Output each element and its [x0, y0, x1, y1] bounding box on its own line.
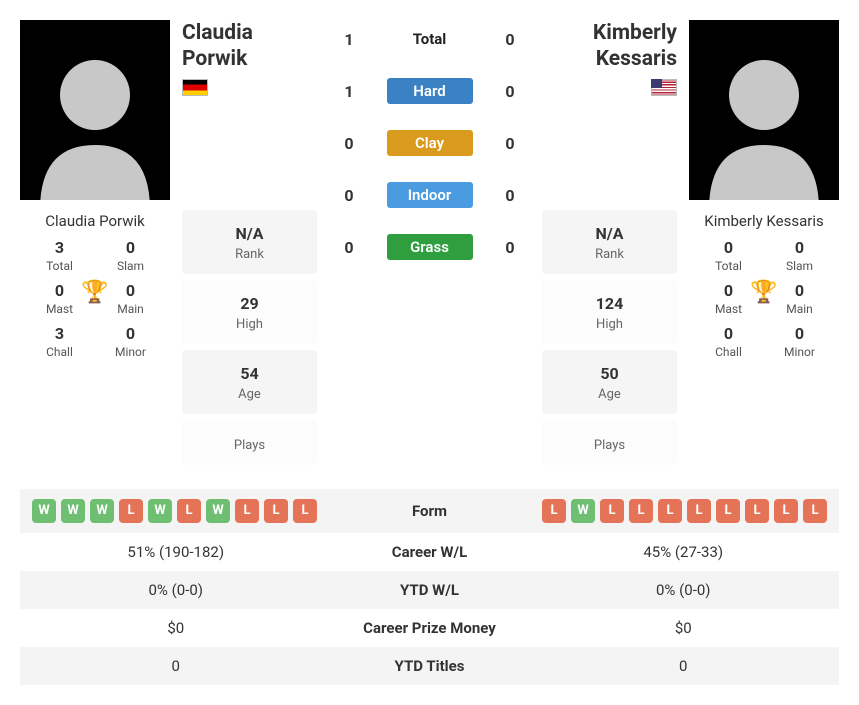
- form-loss-badge[interactable]: L: [629, 499, 653, 523]
- silhouette-icon: [30, 40, 160, 200]
- comparison-table: WWWLWLWLLL Form LWLLLLLLLL 51% (190-182)…: [20, 489, 839, 685]
- player1-stats: N/ARank 29High 54Age Plays: [182, 210, 317, 471]
- form-loss-badge[interactable]: L: [687, 499, 711, 523]
- form-win-badge[interactable]: W: [61, 499, 85, 523]
- row-ytd-titles: 0 YTD Titles 0: [20, 647, 839, 685]
- form-loss-badge[interactable]: L: [235, 499, 259, 523]
- player2-name-small: Kimberly Kessaris: [689, 200, 839, 236]
- player1-header: Claudia Porwik N/ARank 29High 54Age Play…: [182, 20, 317, 471]
- h2h-comparison: Claudia Porwik 3Total 0Slam 0Mast 0Main …: [0, 0, 859, 705]
- player1-name-small: Claudia Porwik: [20, 200, 170, 236]
- form-loss-badge[interactable]: L: [774, 499, 798, 523]
- player1-portrait: [20, 20, 170, 200]
- player2-form: LWLLLLLLLL: [540, 499, 828, 523]
- form-loss-badge[interactable]: L: [264, 499, 288, 523]
- trophy-icon: 🏆: [750, 280, 777, 305]
- form-win-badge[interactable]: W: [32, 499, 56, 523]
- player2-card: Kimberly Kessaris 0Total 0Slam 0Mast 0Ma…: [689, 20, 839, 369]
- form-win-badge[interactable]: W: [206, 499, 230, 523]
- surface-grass[interactable]: Grass: [387, 234, 473, 260]
- form-loss-badge[interactable]: L: [600, 499, 624, 523]
- surface-clay[interactable]: Clay: [387, 130, 473, 156]
- form-loss-badge[interactable]: L: [542, 499, 566, 523]
- player1-titles: 3Total 0Slam 0Mast 0Main 3Chall 0Minor 🏆: [20, 236, 170, 369]
- form-loss-badge[interactable]: L: [658, 499, 682, 523]
- player1-card: Claudia Porwik 3Total 0Slam 0Mast 0Main …: [20, 20, 170, 369]
- form-loss-badge[interactable]: L: [293, 499, 317, 523]
- flag-us-icon: [651, 79, 677, 96]
- row-ytd-wl: 0% (0-0) YTD W/L 0% (0-0): [20, 571, 839, 609]
- player2-titles: 0Total 0Slam 0Mast 0Main 0Chall 0Minor 🏆: [689, 236, 839, 369]
- form-loss-badge[interactable]: L: [119, 499, 143, 523]
- form-loss-badge[interactable]: L: [177, 499, 201, 523]
- form-loss-badge[interactable]: L: [745, 499, 769, 523]
- flag-de-icon: [182, 79, 208, 96]
- form-win-badge[interactable]: W: [90, 499, 114, 523]
- form-loss-badge[interactable]: L: [803, 499, 827, 523]
- silhouette-icon: [699, 40, 829, 200]
- trophy-icon: 🏆: [81, 280, 108, 305]
- row-career-wl: 51% (190-182) Career W/L 45% (27-33): [20, 533, 839, 571]
- form-loss-badge[interactable]: L: [716, 499, 740, 523]
- form-win-badge[interactable]: W: [148, 499, 172, 523]
- player2-stats: N/ARank 124High 50Age Plays: [542, 210, 677, 471]
- surface-indoor[interactable]: Indoor: [387, 182, 473, 208]
- surface-total: Total: [387, 26, 473, 52]
- surface-hard[interactable]: Hard: [387, 78, 473, 104]
- row-prize: $0 Career Prize Money $0: [20, 609, 839, 647]
- player1-name[interactable]: Claudia Porwik: [182, 20, 317, 73]
- row-form: WWWLWLWLLL Form LWLLLLLLLL: [20, 489, 839, 533]
- h2h-surfaces: 1 Total 0 1 Hard 0 0 Clay 0 0 Indoor 0 0: [329, 20, 530, 286]
- player1-form: WWWLWLWLLL: [32, 499, 320, 523]
- player2-header: Kimberly Kessaris N/ARank 124High 50Age …: [542, 20, 677, 471]
- player2-name[interactable]: Kimberly Kessaris: [542, 20, 677, 73]
- player2-portrait: [689, 20, 839, 200]
- form-win-badge[interactable]: W: [571, 499, 595, 523]
